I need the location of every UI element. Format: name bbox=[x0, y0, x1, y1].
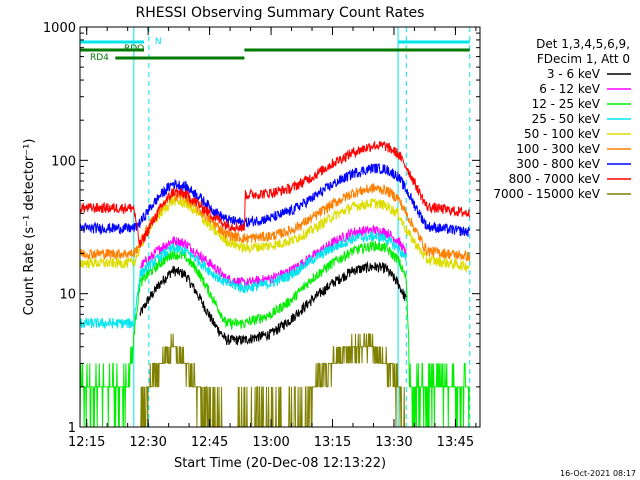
y-tick-label: 1000 bbox=[43, 21, 76, 36]
status-label-rd4: RD4 bbox=[90, 53, 109, 63]
legend-label-5: 100 - 300 keV bbox=[516, 142, 600, 156]
legend-label-8: 7000 - 15000 keV bbox=[493, 187, 600, 201]
legend-label-0: 3 - 6 keV bbox=[547, 67, 601, 81]
legend-label-2: 12 - 25 keV bbox=[532, 97, 601, 111]
y-tick-label: 100 bbox=[51, 154, 76, 169]
series-line-3 bbox=[79, 230, 407, 330]
series-line-0 bbox=[139, 260, 407, 346]
y-tick-label: 1 bbox=[68, 421, 76, 436]
chart-marks: N RDO RD4 bbox=[79, 27, 471, 428]
legend-label-4: 50 - 100 keV bbox=[524, 127, 601, 141]
x-tick-label: 13:45 bbox=[437, 435, 474, 450]
series-line-2 bbox=[79, 239, 470, 428]
legend-label-6: 300 - 800 keV bbox=[516, 157, 600, 171]
x-tick-label: 12:30 bbox=[129, 435, 166, 450]
x-tick-label: 13:00 bbox=[252, 435, 289, 450]
status-label-n: N bbox=[155, 37, 162, 47]
legend-label-3: 25 - 50 keV bbox=[532, 112, 601, 126]
legend-label-7: 800 - 7000 keV bbox=[509, 172, 601, 186]
legend-header: Det 1,3,4,5,6,9, bbox=[536, 37, 630, 51]
legend-label-1: 6 - 12 keV bbox=[539, 82, 601, 96]
status-label-rdo: RDO bbox=[124, 44, 144, 54]
x-tick-label: 12:15 bbox=[68, 435, 105, 450]
series-line-7 bbox=[79, 140, 471, 248]
legend-header: FDecim 1, Att 0 bbox=[537, 52, 630, 66]
series-line-6 bbox=[79, 163, 471, 237]
y-tick-label: 10 bbox=[59, 288, 76, 303]
chart-axes: 12:15 12:30 12:45 13:00 13:15 13:30 13:45 1 10 10… bbox=[43, 21, 480, 450]
y-axis-label: Count Rate (s⁻¹ detector⁻¹) bbox=[22, 139, 37, 316]
chart-title: RHESSI Observing Summary Count Rates bbox=[136, 5, 425, 21]
plot-frame bbox=[79, 26, 481, 428]
footer-timestamp: 16-Oct-2021 08:17 bbox=[560, 469, 636, 478]
x-tick-label: 13:15 bbox=[314, 435, 351, 450]
x-tick-label: 12:45 bbox=[191, 435, 228, 450]
x-axis-label: Start Time (20-Dec-08 12:13:22) bbox=[174, 456, 386, 471]
x-tick-label: 13:30 bbox=[375, 435, 412, 450]
legend: Det 1,3,4,5,6,9,FDecim 1, Att 03 - 6 keV… bbox=[493, 37, 631, 201]
